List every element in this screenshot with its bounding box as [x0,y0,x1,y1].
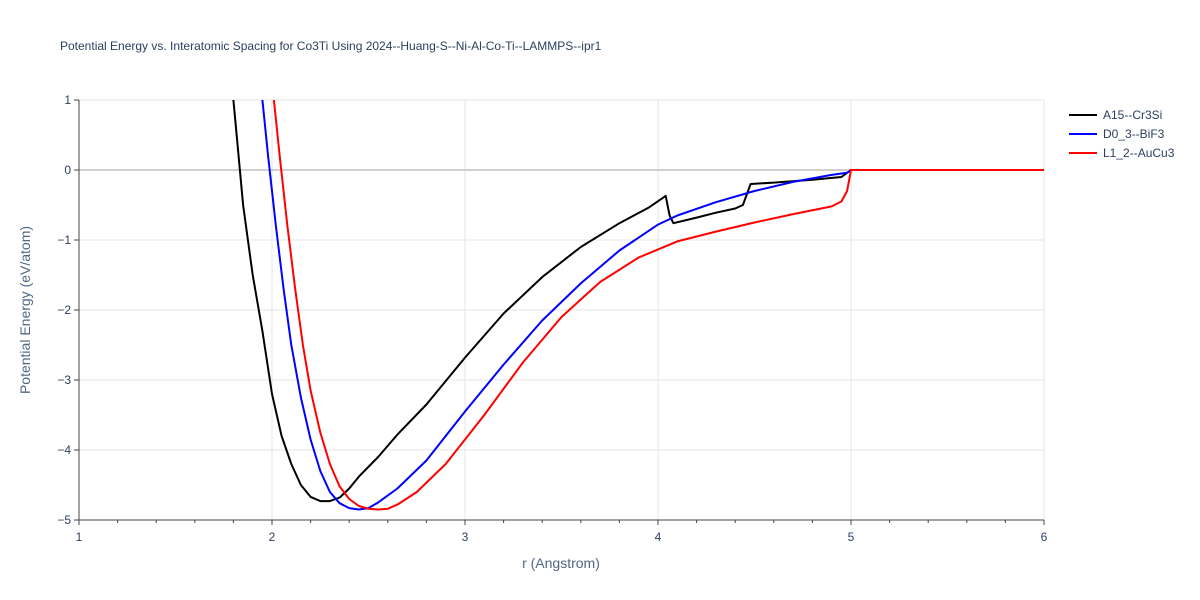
y-axis-title: Potential Energy (eV/atom) [17,226,33,394]
x-tick-labels: 1 2 3 4 5 6 [76,530,1048,544]
x-tick-label: 1 [76,530,83,544]
y-tick-labels: 1 0 −1 −2 −3 −4 −5 [57,93,71,527]
x-tick-label: 6 [1041,530,1048,544]
y-tick-label: −1 [57,233,71,247]
series-line-1 [232,100,1044,503]
legend-item-3[interactable]: L1_2--AuCu3 [1069,146,1175,160]
series-line-3 [272,100,1044,511]
y-tick-label: 0 [64,163,71,177]
legend-item-1[interactable]: A15--Cr3Si [1069,108,1162,122]
y-tick-label: −4 [57,443,71,457]
x-tick-label: 5 [848,530,855,544]
x-axis-title: r (Angstrom) [522,555,600,571]
y-tick-label: −3 [57,373,71,387]
legend[interactable]: A15--Cr3Si D0_3--BiF3 L1_2--AuCu3 [1069,108,1175,160]
legend-item-2[interactable]: D0_3--BiF3 [1069,127,1165,141]
x-tick-label: 3 [462,530,469,544]
legend-label: L1_2--AuCu3 [1103,146,1175,160]
y-tick-label: −5 [57,513,71,527]
series-line-2 [261,100,1044,511]
x-tick-label: 4 [655,530,662,544]
gridlines [79,99,1045,520]
x-tick-label: 2 [269,530,276,544]
legend-label: D0_3--BiF3 [1103,127,1165,141]
chart-title: Potential Energy vs. Interatomic Spacing… [60,39,602,53]
y-tick-label: 1 [64,93,71,107]
legend-label: A15--Cr3Si [1103,108,1162,122]
axes [74,99,1045,525]
plot-series [232,100,1044,511]
y-tick-label: −2 [57,303,71,317]
